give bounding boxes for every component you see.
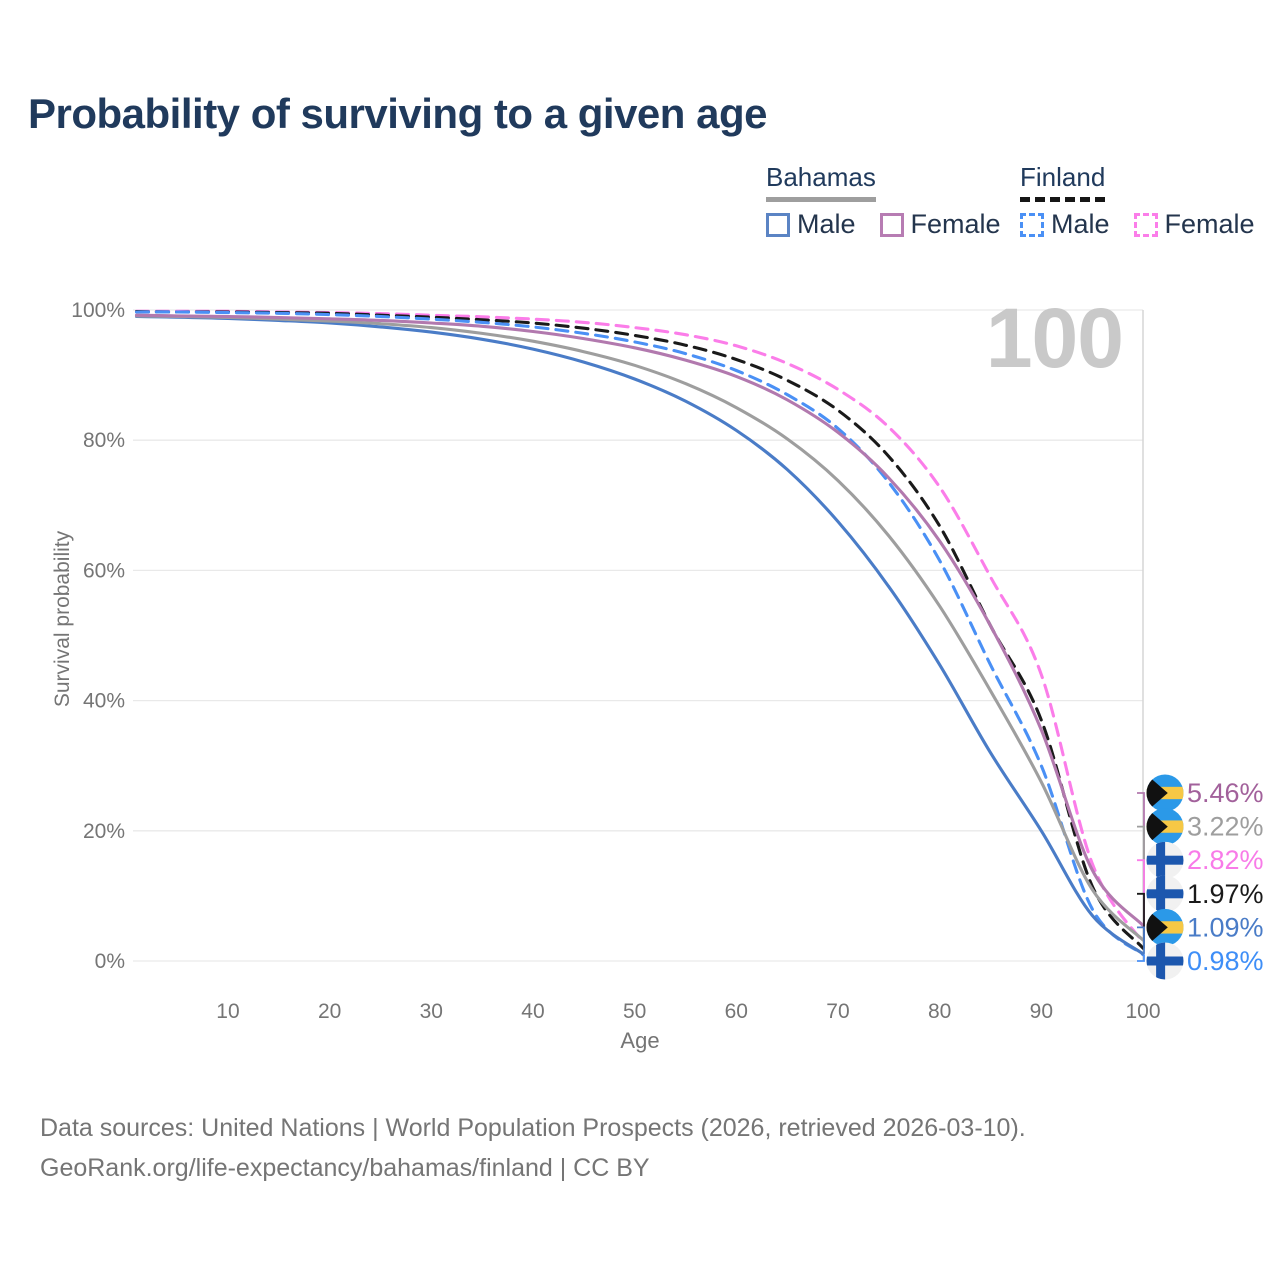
y-tick-label: 60% [83, 559, 125, 582]
footer: Data sources: United Nations | World Pop… [40, 1108, 1026, 1188]
finland-male-swatch-icon [1020, 212, 1044, 237]
bahamas-male-swatch-icon [766, 212, 790, 237]
end-label-connector [1137, 954, 1145, 962]
end-label-connector [1137, 926, 1145, 954]
y-tick-label: 40% [83, 690, 125, 713]
x-tick-label: 30 [420, 1000, 443, 1023]
finland-flag-icon [1146, 841, 1184, 879]
x-tick-label: 10 [216, 1000, 239, 1023]
series-line-bahamas-male[interactable] [134, 314, 1145, 956]
end-value-label-finland-male: 0.98% [1187, 946, 1264, 976]
x-tick-label: 80 [928, 1000, 951, 1023]
x-axis-title: Age [620, 1028, 660, 1053]
x-tick-label: 20 [318, 1000, 341, 1023]
x-tick-label: 60 [725, 1000, 748, 1023]
legend-item-label: Male [1051, 209, 1110, 239]
legend-group-finland: Finland Male Female [1020, 162, 1255, 240]
legend-item-label: Female [1164, 209, 1255, 239]
bahamas-female-swatch-icon [879, 212, 904, 237]
finland-flag-icon [1146, 942, 1184, 980]
legend-group-title-finland: Finland [1020, 162, 1106, 202]
end-value-label-finland-female: 2.82% [1187, 845, 1264, 875]
end-value-label-finland-all: 1.97% [1187, 879, 1264, 909]
y-tick-label: 20% [83, 820, 125, 843]
y-tick-label: 80% [83, 429, 125, 452]
series-line-bahamas-all[interactable] [134, 314, 1145, 942]
x-tick-label: 70 [826, 1000, 849, 1023]
data-sources-line: Data sources: United Nations | World Pop… [40, 1114, 1026, 1142]
legend-item-finland-female[interactable]: Female [1133, 209, 1255, 240]
x-tick-label: 100 [1125, 1000, 1160, 1023]
finland-female-swatch-icon [1133, 212, 1158, 237]
series-line-bahamas-female[interactable] [134, 313, 1145, 928]
series-line-finland-female[interactable] [134, 309, 1145, 945]
legend-item-bahamas-male[interactable]: Male [766, 209, 856, 240]
y-tick-label: 0% [95, 950, 125, 973]
finland-flag-icon [1146, 875, 1184, 913]
series-line-finland-male[interactable] [134, 310, 1145, 957]
legend-item-bahamas-female[interactable]: Female [879, 209, 1001, 240]
page-title: Probability of surviving to a given age [28, 90, 767, 137]
legend-item-finland-male[interactable]: Male [1020, 209, 1110, 240]
bahamas-flag-icon [1146, 774, 1184, 812]
bahamas-flag-icon [1146, 808, 1184, 846]
end-value-label-bahamas-all: 3.22% [1187, 812, 1264, 842]
legend-item-label: Male [797, 209, 856, 239]
y-axis-title: Survival probability [51, 530, 74, 708]
legend-group-bahamas: Bahamas Male Female [766, 162, 1001, 240]
end-value-label-bahamas-male: 1.09% [1187, 912, 1264, 942]
x-tick-label: 50 [623, 1000, 646, 1023]
legend-group-title-bahamas: Bahamas [766, 162, 876, 202]
y-tick-label: 100% [71, 299, 125, 322]
x-tick-label: 90 [1030, 1000, 1053, 1023]
hovered-age-watermark: 100 [985, 291, 1124, 385]
attribution-link[interactable]: GeoRank.org/life-expectancy/bahamas/finl… [40, 1154, 650, 1182]
x-tick-label: 40 [521, 1000, 544, 1023]
legend-item-label: Female [910, 209, 1001, 239]
bahamas-flag-icon [1146, 908, 1184, 946]
end-value-label-bahamas-female: 5.46% [1187, 778, 1264, 808]
